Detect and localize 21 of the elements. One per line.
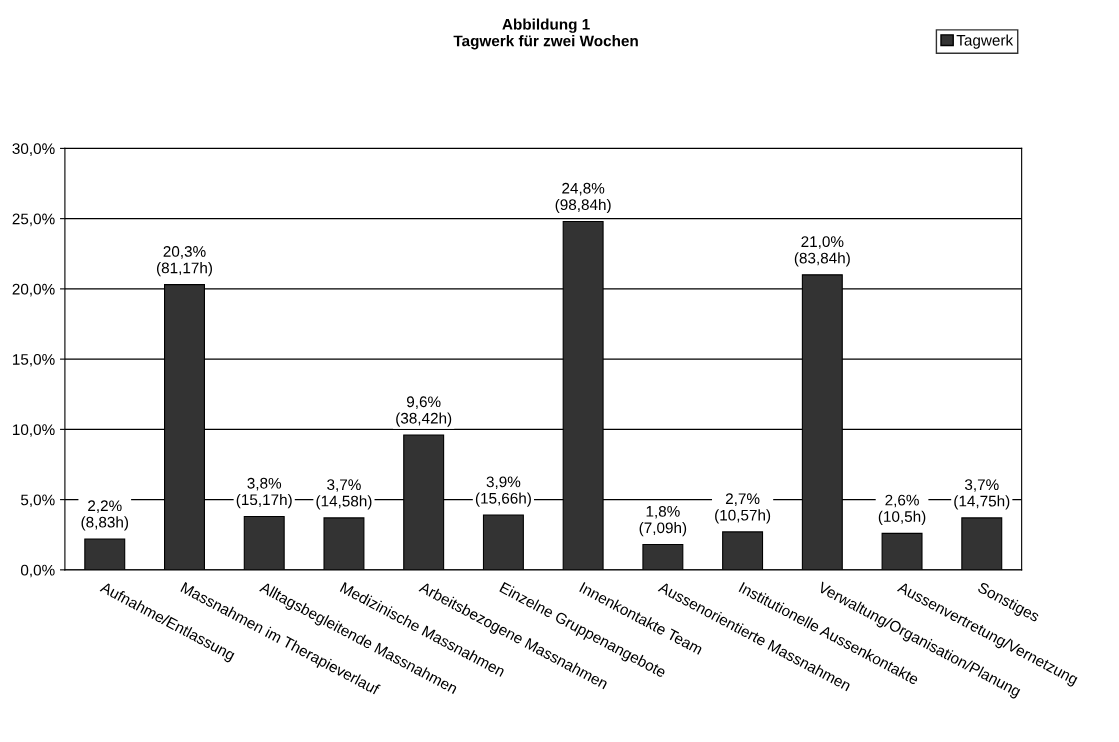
data-label: 3,8% (15,17h) [236, 477, 292, 509]
data-label: 2,6% (10,5h) [878, 494, 926, 525]
y-tick-label: 15,0% [13, 354, 55, 367]
y-tick-label: 20,0% [12, 283, 55, 297]
chart-title: Abbildung 1 Tagwerk für zwei Wochen [453, 18, 638, 50]
data-label: 21,0% (83,84h) [794, 236, 850, 267]
data-label: 3,7% (14,58h) [316, 479, 372, 510]
data-label: 20,3% (81,17h) [156, 246, 212, 277]
data-label: 3,7% (14,75h) [954, 479, 1010, 510]
legend-label: Tagwerk [956, 34, 1014, 49]
data-label: 9,6% (38,42h) [396, 396, 452, 427]
y-tick-label: 5,0% [20, 494, 55, 508]
y-tick-label: 25,0% [12, 213, 55, 227]
y-tick-label: 10,0% [13, 424, 55, 437]
y-tick-label: 0,0% [20, 564, 55, 578]
data-label: 3,9% (15,66h) [475, 476, 531, 507]
data-label: 24,8% (98,84h) [555, 182, 611, 214]
data-label: 1,8% (7,09h) [639, 505, 687, 537]
data-label: 2,7% (10,57h) [715, 493, 771, 524]
y-tick-label: 30,0% [12, 143, 55, 156]
data-label: 2,2% (8,83h) [81, 500, 129, 531]
